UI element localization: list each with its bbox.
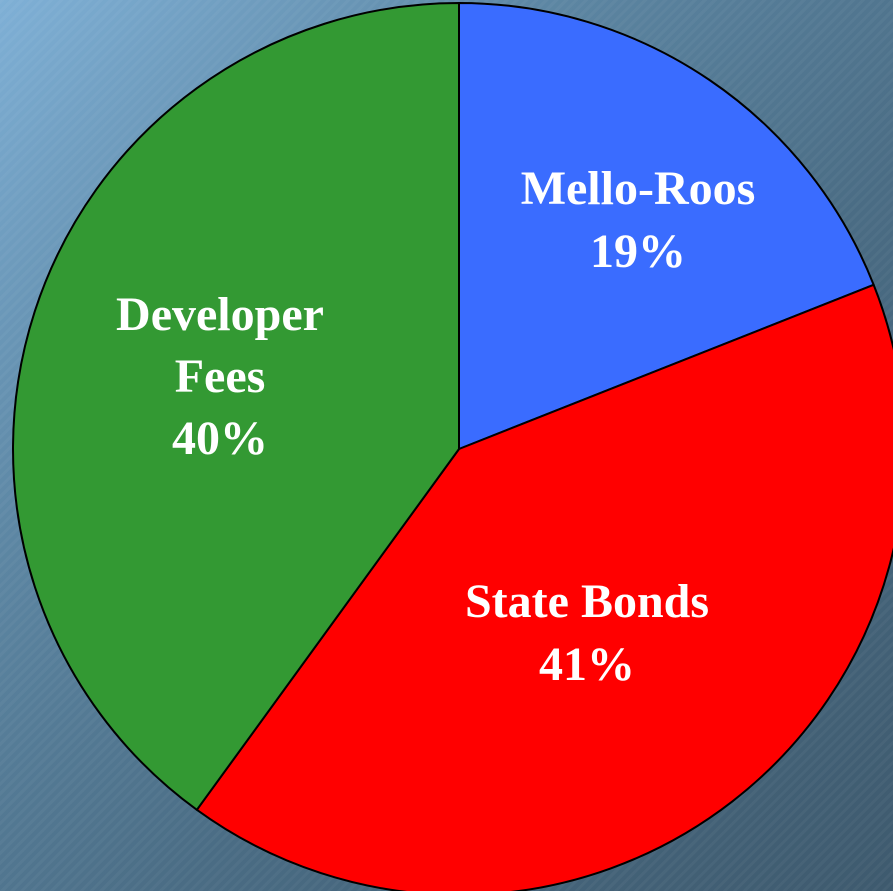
data-label-mello-roos: 19% bbox=[590, 225, 686, 278]
slice-label-developer-fees-1: Fees bbox=[175, 350, 266, 403]
slice-label-mello-roos: Mello-Roos bbox=[521, 162, 756, 215]
pie-slices bbox=[12, 2, 893, 891]
pie-slice-developer-fees bbox=[12, 2, 460, 811]
slice-labels: Mello-Roos 19% State Bonds 41% Developer Fees… bbox=[116, 162, 755, 691]
pie-slice-mello-roos bbox=[458, 2, 875, 450]
data-label-developer-fees: 40% bbox=[172, 412, 268, 465]
slice-label-state-bonds: State Bonds bbox=[465, 575, 709, 628]
data-label-state-bonds: 41% bbox=[539, 638, 635, 691]
pie-slice-state-bonds bbox=[195, 283, 893, 891]
slice-label-developer-fees-0: Developer bbox=[116, 288, 324, 341]
